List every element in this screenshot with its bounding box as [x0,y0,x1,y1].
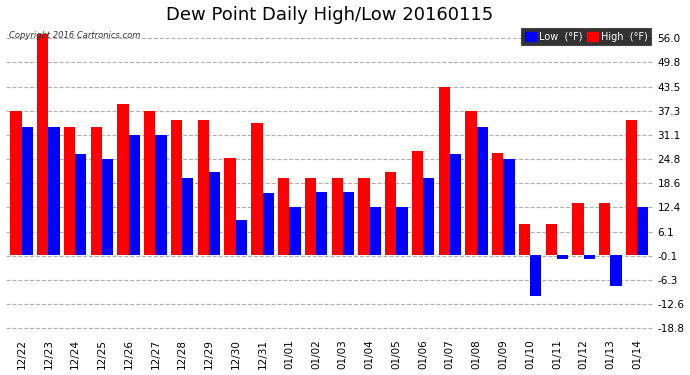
Bar [182,178,193,255]
Bar [519,224,530,255]
Bar [412,151,423,255]
Bar [224,158,236,255]
Bar [90,127,102,255]
Bar [396,207,408,255]
Bar [573,203,584,255]
Bar [128,135,140,255]
Bar [450,154,461,255]
Bar [423,178,434,255]
Title: Dew Point Daily High/Low 20160115: Dew Point Daily High/Low 20160115 [166,6,493,24]
Bar [262,193,274,255]
Bar [465,111,477,255]
Bar [557,255,568,259]
Bar [504,159,515,255]
Bar [638,207,649,255]
Bar [530,255,542,296]
Bar [48,127,59,255]
Bar [209,172,220,255]
Bar [477,127,488,255]
Bar [37,34,48,255]
Bar [102,159,113,255]
Bar [546,224,557,255]
Bar [171,120,182,255]
Bar [289,207,301,255]
Bar [358,178,370,255]
Bar [316,192,327,255]
Bar [492,153,504,255]
Bar [305,178,316,255]
Bar [385,172,396,255]
Bar [198,120,209,255]
Bar [370,207,381,255]
Bar [332,178,343,255]
Bar [117,104,128,255]
Bar [626,120,638,255]
Bar [155,135,167,255]
Bar [439,87,450,255]
Bar [10,111,21,255]
Bar [599,203,611,255]
Bar [144,111,155,255]
Bar [236,220,247,255]
Bar [584,255,595,259]
Bar [251,123,262,255]
Bar [343,192,354,255]
Bar [64,127,75,255]
Bar [611,255,622,286]
Bar [21,127,33,255]
Legend: Low  (°F), High  (°F): Low (°F), High (°F) [521,28,651,45]
Bar [75,154,86,255]
Bar [278,178,289,255]
Text: Copyright 2016 Cartronics.com: Copyright 2016 Cartronics.com [9,31,140,40]
